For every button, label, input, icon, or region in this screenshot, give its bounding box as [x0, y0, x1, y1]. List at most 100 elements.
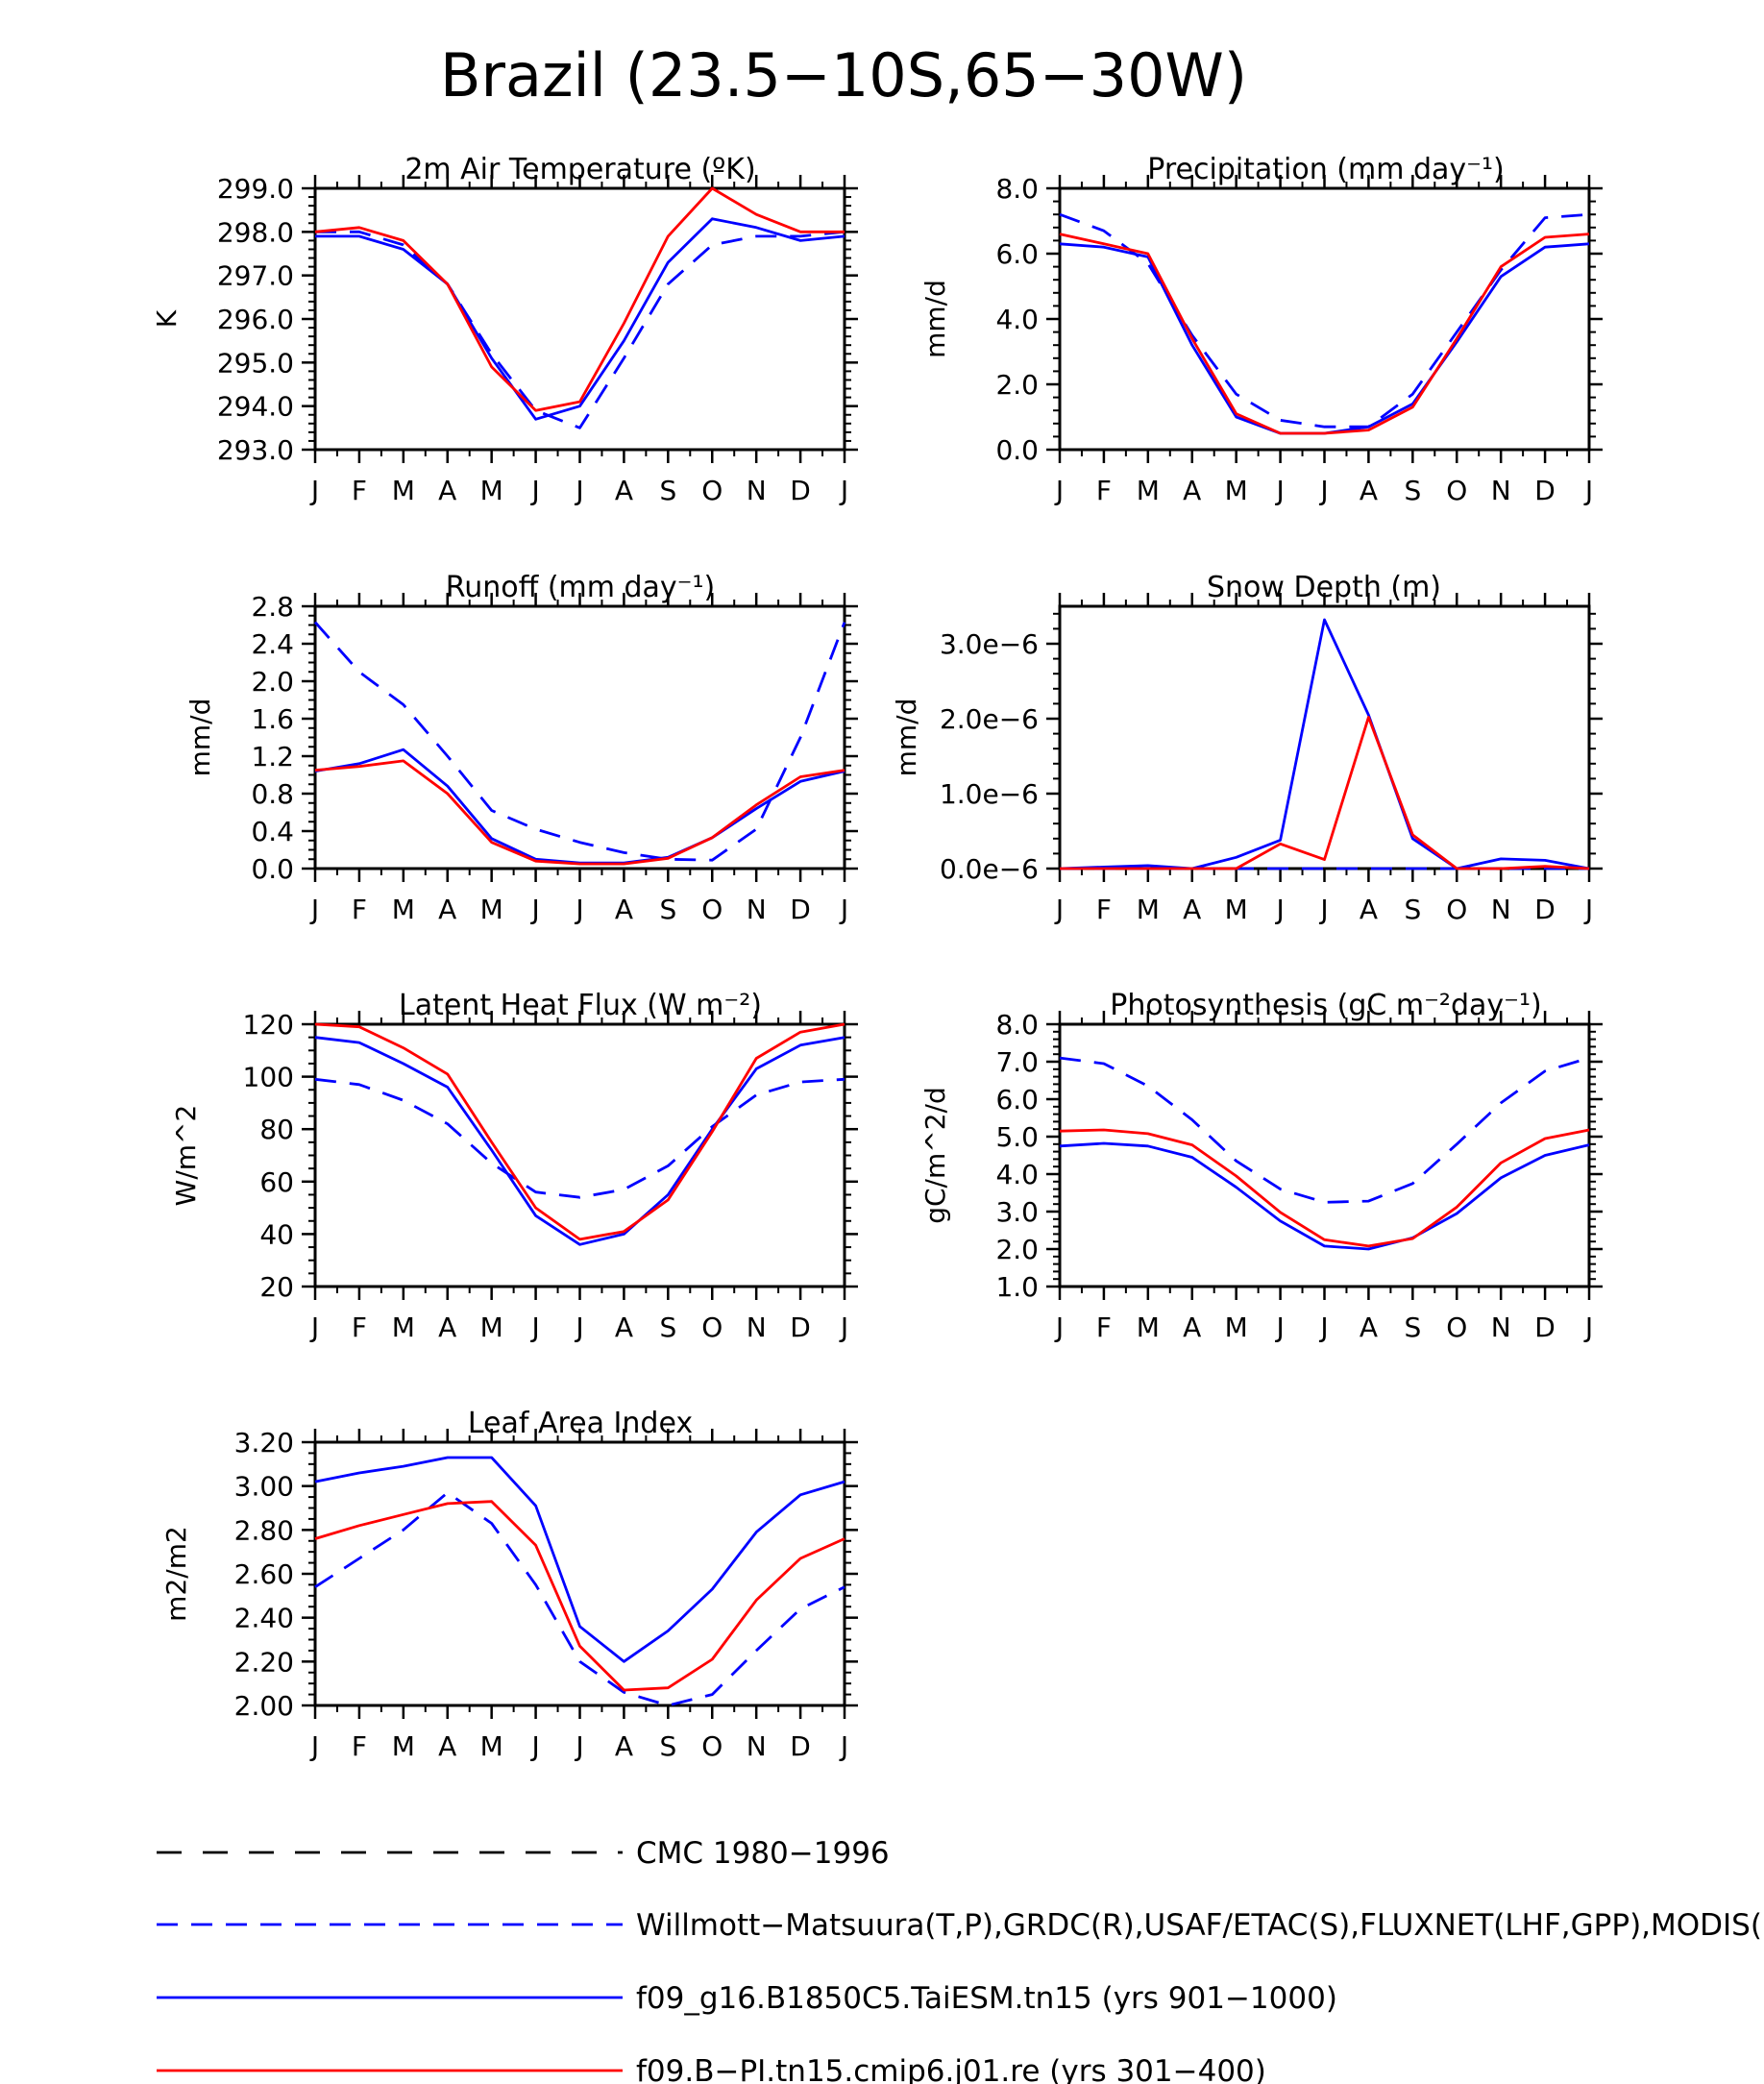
x-tick-label: N [747, 894, 767, 925]
x-tick-label: J [1318, 894, 1328, 925]
chart-panel-3: Runoff (mm day⁻¹)J F M A M J J A S O N D J0.00.40.81… [184, 571, 858, 925]
x-tick-label: F [1096, 1312, 1112, 1343]
y-tick-label: 1.0 [995, 1271, 1039, 1303]
x-tick-label: O [1446, 475, 1467, 506]
plot-frame [313, 604, 846, 870]
x-tick-label: S [1404, 475, 1421, 506]
x-tick-label: M [392, 475, 415, 506]
x-tick-label: O [1446, 1312, 1467, 1343]
chart-panel-2: Precipitation (mm day⁻¹)J F M A M J J A S O N D J0.0… [919, 153, 1603, 506]
y-tick-label: 1.0e−6 [940, 778, 1039, 810]
x-tick-label: S [659, 894, 676, 925]
x-tick-label: A [438, 1730, 456, 1762]
x-tick-label: A [615, 894, 633, 925]
series-line-obs [1059, 1056, 1590, 1204]
legend-label-obs: Willmott−Matsuura(T,P),GRDC(R),USAF/ETAC… [636, 1908, 1764, 1943]
y-tick-label: 297.0 [217, 260, 294, 292]
y-tick-label: 2.60 [234, 1558, 294, 1590]
y-axis-label: K [151, 309, 183, 328]
series-line-obs [314, 1491, 845, 1707]
y-tick-label: 298.0 [217, 216, 294, 248]
figure-title: Brazil (23.5−10S,65−30W) [440, 40, 1247, 110]
x-tick-label: F [352, 894, 367, 925]
series-line-taiesm [314, 748, 845, 865]
chart-panel-4: Snow Depth (m)J F M A M J J A S O N D J0.0e−61.0e−62… [891, 571, 1603, 925]
x-tick-label: J [574, 894, 583, 925]
x-tick-label: F [352, 1312, 367, 1343]
series-line-taiesm [1059, 1141, 1590, 1251]
x-tick-label: M [1225, 1312, 1248, 1343]
y-axis-label: mm/d [184, 699, 216, 777]
x-tick-label: J [1318, 1312, 1328, 1343]
series-line-taiesm [315, 217, 845, 421]
y-tick-label: 5.0 [995, 1121, 1039, 1153]
x-tick-label: F [352, 1730, 367, 1762]
y-tick-label: 60 [259, 1166, 294, 1198]
x-tick-label: S [659, 1730, 676, 1762]
x-tick-label: J [1054, 894, 1064, 925]
y-tick-label: 6.0 [995, 238, 1039, 270]
series-line-taiesm [314, 1456, 845, 1663]
series-line-obs [313, 621, 846, 862]
x-tick-label: S [659, 1312, 676, 1343]
y-tick-label: 2.20 [234, 1646, 294, 1678]
x-tick-label: A [438, 1312, 456, 1343]
x-tick-label: O [1446, 894, 1467, 925]
plot-frame [313, 1440, 846, 1707]
x-tick-label: J [1274, 1312, 1284, 1343]
y-tick-label: 2.0 [251, 666, 294, 698]
x-tick-label: M [1137, 894, 1160, 925]
x-tick-label: D [790, 894, 811, 925]
series-line-obs [1059, 212, 1590, 429]
x-tick-label: J [1054, 1312, 1064, 1343]
x-tick-label: M [1137, 1312, 1160, 1343]
legend-label-taiesm: f09_g16.B1850C5.TaiESM.tn15 (yrs 901−100… [636, 1981, 1337, 2016]
series-line-cmip6 [1059, 1128, 1590, 1248]
x-tick-label: A [1183, 1312, 1201, 1343]
y-tick-label: 2.0e−6 [940, 703, 1039, 735]
x-tick-label: N [747, 475, 767, 506]
series-line-taiesm [1059, 242, 1590, 435]
x-tick-label: A [1183, 475, 1201, 506]
series-line-cmip6 [314, 186, 845, 412]
plot-frame [1058, 604, 1591, 870]
y-tick-label: 295.0 [217, 347, 294, 379]
y-tick-label: 0.4 [251, 816, 294, 847]
y-tick-label: 3.20 [234, 1427, 294, 1459]
x-tick-label: O [701, 1730, 723, 1762]
series-line-taiesm [314, 1036, 845, 1246]
x-tick-label: A [1183, 894, 1201, 925]
x-tick-label: A [1360, 894, 1378, 925]
x-tick-label: J [309, 1312, 319, 1343]
y-tick-label: 1.6 [251, 703, 294, 735]
x-tick-label: J [1583, 475, 1593, 506]
panel-title: Photosynthesis (gC m⁻²day⁻¹) [1110, 989, 1541, 1022]
x-tick-label: D [1534, 475, 1556, 506]
x-tick-label: A [438, 894, 456, 925]
legend: CMC 1980−1996 Willmott−Matsuura(T,P),GRDC… [157, 1836, 1764, 2084]
x-tick-label: J [309, 894, 319, 925]
y-tick-label: 8.0 [995, 173, 1039, 205]
plot-frame [313, 186, 846, 452]
x-tick-label: J [529, 1312, 539, 1343]
x-tick-label: J [529, 894, 539, 925]
y-tick-label: 1.2 [251, 741, 294, 772]
y-tick-label: 0.0 [995, 434, 1039, 466]
x-tick-label: J [1318, 475, 1328, 506]
x-tick-label: M [480, 1312, 503, 1343]
y-tick-label: 293.0 [217, 434, 294, 466]
x-tick-label: N [747, 1730, 767, 1762]
x-tick-label: J [574, 1730, 583, 1762]
y-tick-label: 0.0 [251, 853, 294, 885]
chart-panel-1: 2m Air Temperature (ºK)J F M A M J J A S O N D J293.… [151, 153, 858, 506]
series-line-cmip6 [1060, 716, 1590, 870]
chart-panel-6: Photosynthesis (gC m⁻²day⁻¹)J F M A M J J A S O N D… [919, 989, 1603, 1343]
panel-title: Precipitation (mm day⁻¹) [1147, 153, 1504, 186]
x-tick-label: J [1583, 894, 1593, 925]
x-tick-label: A [615, 475, 633, 506]
y-tick-label: 0.0e−6 [940, 853, 1039, 885]
plot-frame [1058, 186, 1591, 452]
x-tick-label: A [615, 1312, 633, 1343]
